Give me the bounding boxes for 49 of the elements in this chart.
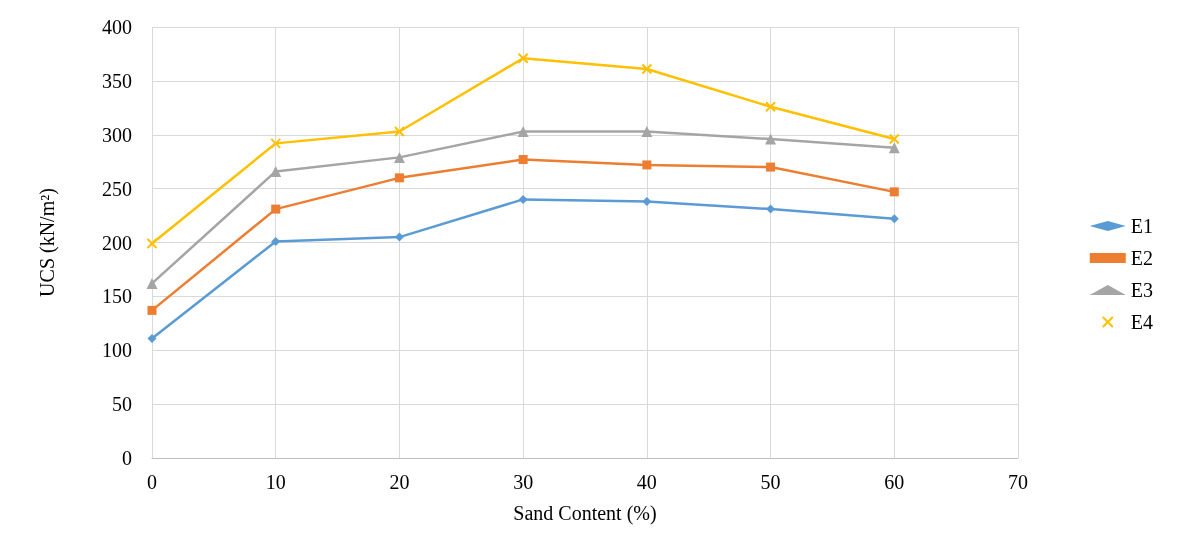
- point: [270, 165, 282, 177]
- x-tick-label: 60: [884, 471, 905, 493]
- y-tick-label: 350: [102, 69, 132, 92]
- point: [394, 173, 404, 183]
- x-tick-label: 10: [265, 471, 286, 493]
- y-tick-label: 250: [102, 177, 132, 200]
- point: [889, 187, 899, 197]
- y-tick-label: 50: [112, 393, 132, 416]
- point: [147, 333, 157, 343]
- point: [271, 204, 281, 214]
- y-tick-label: 200: [102, 231, 132, 254]
- y-tick-label: 300: [102, 123, 132, 146]
- point: [271, 236, 281, 246]
- x-tick-label: 50: [760, 471, 781, 493]
- x-tick-label: 0: [147, 471, 157, 493]
- x-tick-label: 20: [389, 471, 410, 493]
- legend-label: E1: [1130, 215, 1153, 237]
- point: [393, 151, 405, 163]
- legend-label: E4: [1130, 311, 1153, 333]
- legend-label: E2: [1130, 247, 1153, 269]
- point: [888, 142, 900, 154]
- x-tick-label: 40: [636, 471, 657, 493]
- point: [888, 133, 900, 145]
- point: [517, 52, 529, 64]
- point: [393, 126, 405, 138]
- point: [147, 305, 157, 315]
- point: [889, 214, 899, 224]
- y-tick-label: 150: [102, 285, 132, 308]
- point: [642, 160, 652, 170]
- y-tick-label: 400: [102, 16, 132, 38]
- legend-label: E3: [1130, 279, 1153, 301]
- y-tick-label: 100: [102, 339, 132, 362]
- point: [641, 63, 653, 75]
- point: [270, 137, 282, 149]
- x-tick-label: 30: [513, 471, 534, 493]
- point: [765, 133, 777, 145]
- x-axis-title: Sand Content (%): [513, 502, 657, 525]
- point: [765, 101, 777, 113]
- y-axis-title: UCS (kN/m²): [36, 188, 59, 297]
- point: [518, 155, 528, 165]
- point: [642, 197, 652, 207]
- point: [146, 238, 158, 250]
- point: [146, 277, 158, 289]
- point: [641, 126, 653, 138]
- x-tick-label: 70: [1008, 471, 1028, 493]
- point: [766, 162, 776, 172]
- y-tick-label: 0: [122, 447, 132, 469]
- point: [517, 126, 529, 138]
- point: [518, 194, 528, 204]
